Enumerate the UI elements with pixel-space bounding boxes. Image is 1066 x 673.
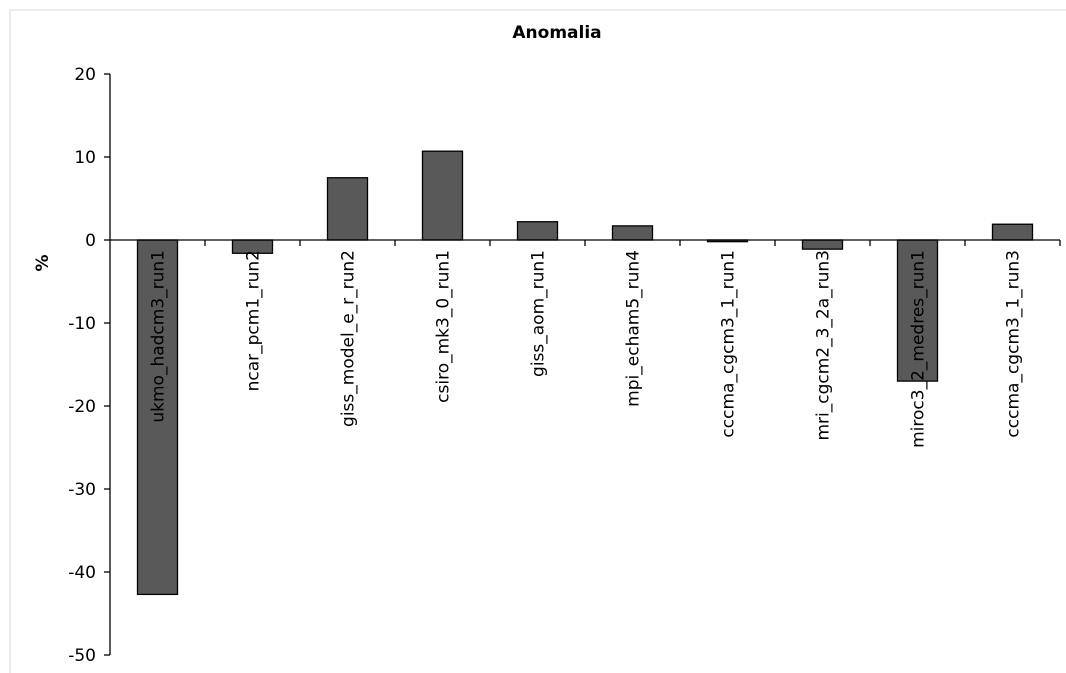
y-tick-label: 10: [74, 148, 96, 168]
bar: [896, 239, 939, 382]
bar: [421, 150, 464, 241]
x-tick-label: miroc3_2_medres_run1: [909, 250, 929, 448]
x-tick-label: mri_cgcm2_3_2a_run3: [814, 250, 834, 441]
x-tick-label: giss_aom_run1: [529, 250, 549, 377]
bar: [516, 221, 559, 241]
y-axis-label: %: [33, 254, 53, 271]
bar: [991, 223, 1034, 241]
chart-frame: [9, 9, 1066, 673]
y-tick-label: -30: [68, 480, 96, 500]
y-tick-label: -50: [68, 646, 96, 666]
x-tick-label: giss_model_e_r_run2: [339, 250, 359, 427]
bar: [801, 239, 844, 250]
y-tick-label: -40: [68, 563, 96, 583]
x-tick-label: cccma_cgcm3_1_run1: [719, 250, 739, 438]
y-tick-label: -20: [68, 397, 96, 417]
bar: [611, 225, 654, 241]
x-tick-label: ukmo_hadcm3_run1: [149, 250, 169, 423]
bar: [326, 177, 369, 241]
y-tick-label: 20: [74, 65, 96, 85]
x-tick-label: ncar_pcm1_run2: [244, 250, 264, 391]
chart-title: Anomalia: [512, 23, 601, 43]
y-tick-label: 0: [85, 231, 96, 251]
x-tick-label: csiro_mk3_0_run1: [434, 250, 454, 403]
y-tick-label: -10: [68, 314, 96, 334]
x-tick-label: mpi_echam5_run4: [624, 250, 644, 407]
x-tick-label: cccma_cgcm3_1_run3: [1004, 250, 1024, 438]
